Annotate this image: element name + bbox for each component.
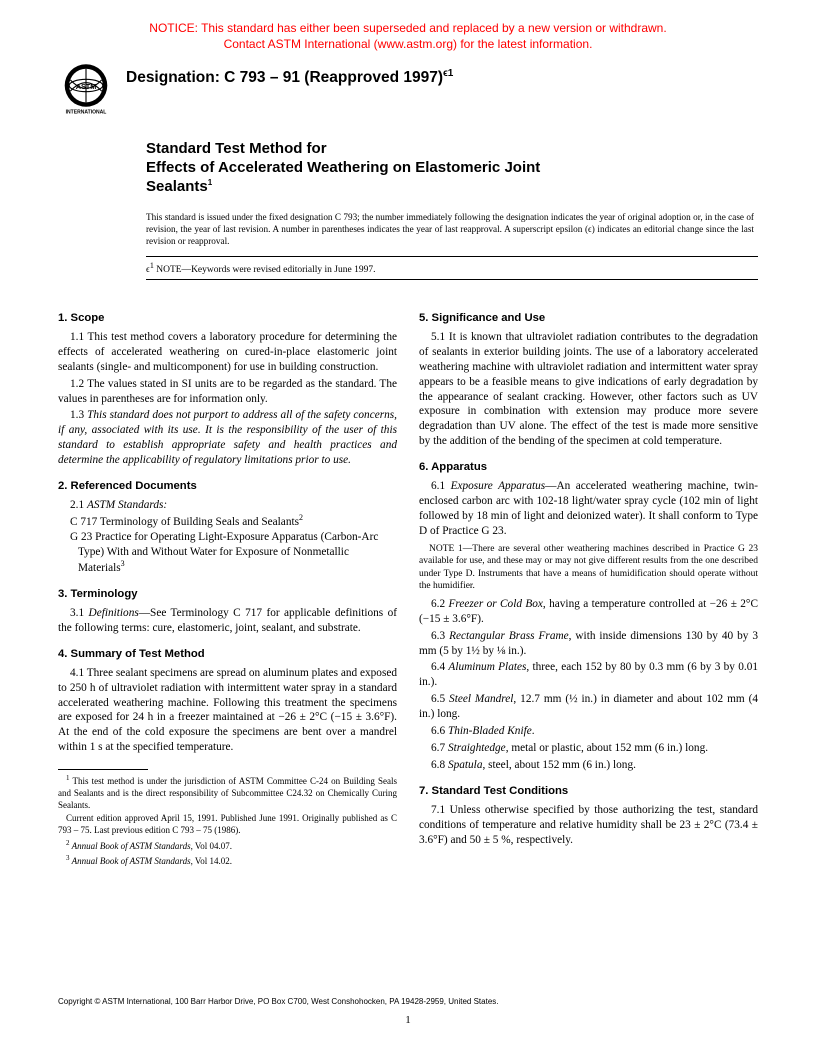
para-4-1: 4.1 Three sealant specimens are spread o… xyxy=(58,666,397,755)
section-7-head: 7. Standard Test Conditions xyxy=(419,784,758,799)
footnote-1b: Current edition approved April 15, 1991.… xyxy=(58,813,397,836)
para-6-8: 6.8 Spatula, steel, about 152 mm (6 in.)… xyxy=(419,758,758,773)
issuance-note: This standard is issued under the fixed … xyxy=(146,211,758,248)
title-block: Standard Test Method for Effects of Acce… xyxy=(146,140,758,196)
para-3-1: 3.1 Definitions—See Terminology C 717 fo… xyxy=(58,606,397,636)
footnote-3: 3 Annual Book of ASTM Standards, Vol 14.… xyxy=(58,854,397,868)
right-column: 5. Significance and Use 5.1 It is known … xyxy=(419,300,758,870)
para-1-3: 1.3 This standard does not purport to ad… xyxy=(58,408,397,468)
notice-line-2: Contact ASTM International (www.astm.org… xyxy=(224,37,593,51)
notice-banner: NOTICE: This standard has either been su… xyxy=(58,20,758,52)
footnote-rule xyxy=(58,769,148,770)
para-6-5: 6.5 Steel Mandrel, 12.7 mm (½ in.) in di… xyxy=(419,692,758,722)
ref-g23: G 23 Practice for Operating Light-Exposu… xyxy=(58,530,397,576)
footnotes-block: 1 This test method is under the jurisdic… xyxy=(58,774,397,868)
para-7-1: 7.1 Unless otherwise specified by those … xyxy=(419,803,758,848)
para-2-1: 2.1 ASTM Standards: xyxy=(58,498,397,513)
section-2-head: 2. Referenced Documents xyxy=(58,479,397,494)
epsilon-note: ϵ1 NOTE—Keywords were revised editoriall… xyxy=(146,256,758,280)
footnote-2: 2 Annual Book of ASTM Standards, Vol 04.… xyxy=(58,839,397,853)
title-line-3: Sealants1 xyxy=(146,178,758,197)
body-columns: 1. Scope 1.1 This test method covers a l… xyxy=(58,300,758,870)
para-6-7: 6.7 Straightedge, metal or plastic, abou… xyxy=(419,741,758,756)
astm-logo-icon: ASTM INTERNATIONAL xyxy=(58,62,114,118)
para-6-6: 6.6 Thin-Bladed Knife. xyxy=(419,724,758,739)
page-number: 1 xyxy=(0,1014,816,1026)
para-5-1: 5.1 It is known that ultraviolet radiati… xyxy=(419,330,758,449)
para-1-1: 1.1 This test method covers a laboratory… xyxy=(58,330,397,375)
ref-c717: C 717 Terminology of Building Seals and … xyxy=(58,513,397,530)
section-6-head: 6. Apparatus xyxy=(419,460,758,475)
para-1-2: 1.2 The values stated in SI units are to… xyxy=(58,377,397,407)
note-1: NOTE 1—There are several other weatherin… xyxy=(419,543,758,593)
section-1-head: 1. Scope xyxy=(58,311,397,326)
title-line-2: Effects of Accelerated Weathering on Ela… xyxy=(146,159,758,178)
left-column: 1. Scope 1.1 This test method covers a l… xyxy=(58,300,397,870)
para-6-1: 6.1 Exposure Apparatus—An accelerated we… xyxy=(419,479,758,539)
svg-text:ASTM: ASTM xyxy=(76,82,97,91)
section-3-head: 3. Terminology xyxy=(58,587,397,602)
copyright-text: Copyright © ASTM International, 100 Barr… xyxy=(58,997,499,1006)
footnote-1: 1 This test method is under the jurisdic… xyxy=(58,774,397,811)
section-5-head: 5. Significance and Use xyxy=(419,311,758,326)
section-4-head: 4. Summary of Test Method xyxy=(58,647,397,662)
title-line-1: Standard Test Method for xyxy=(146,140,758,159)
para-6-2: 6.2 Freezer or Cold Box, having a temper… xyxy=(419,597,758,627)
notice-line-1: NOTICE: This standard has either been su… xyxy=(149,21,666,35)
designation-text: Designation: C 793 – 91 (Reapproved 1997… xyxy=(126,62,453,87)
para-6-4: 6.4 Aluminum Plates, three, each 152 by … xyxy=(419,660,758,690)
para-6-3: 6.3 Rectangular Brass Frame, with inside… xyxy=(419,629,758,659)
header-row: ASTM INTERNATIONAL Designation: C 793 – … xyxy=(58,62,758,118)
svg-text:INTERNATIONAL: INTERNATIONAL xyxy=(66,110,107,116)
